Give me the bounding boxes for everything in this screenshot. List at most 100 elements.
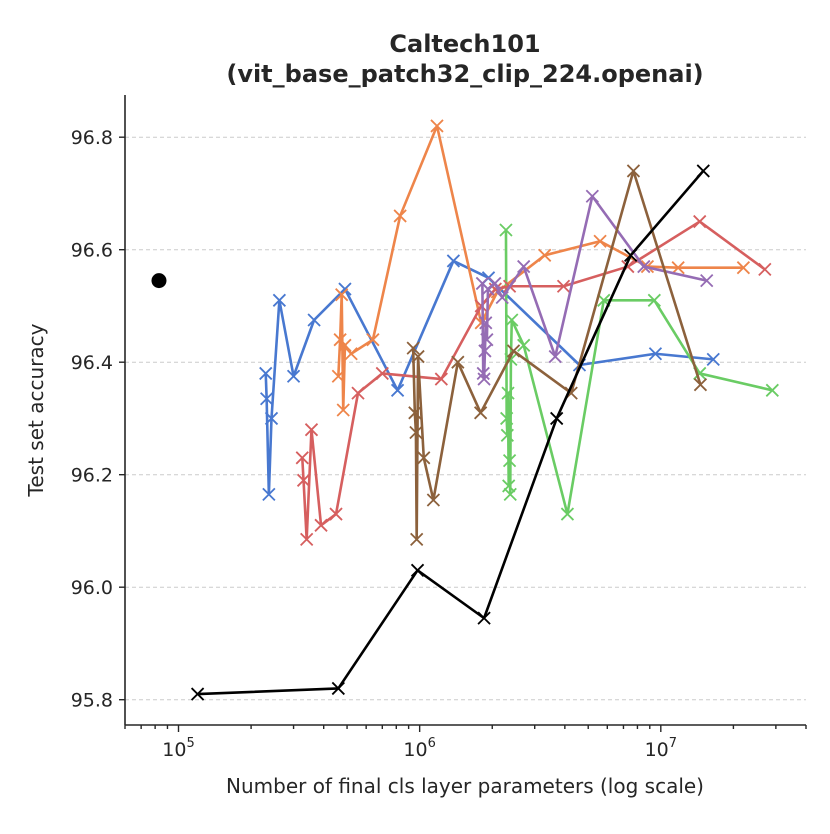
data-point-marker — [758, 262, 772, 277]
x-ticks: 105 106 107 — [124, 725, 807, 761]
data-point-marker — [446, 254, 461, 268]
data-point-marker — [307, 313, 321, 327]
x-tick-label: 105 — [162, 736, 194, 761]
y-tick-label: 96.8 — [71, 127, 113, 149]
data-point-marker — [585, 189, 599, 203]
data-point-marker — [338, 338, 352, 352]
series-3 — [499, 223, 779, 521]
data-point-marker — [417, 451, 431, 465]
data-point-marker — [409, 425, 423, 440]
data-point-marker — [434, 372, 448, 386]
data-point-marker — [366, 333, 380, 347]
data-point-marker — [406, 341, 420, 355]
data-point-marker — [314, 518, 328, 532]
data-point-marker — [548, 349, 562, 364]
x-tick-label: 107 — [645, 736, 677, 761]
data-point-marker — [478, 344, 492, 358]
data-point-marker — [474, 299, 488, 313]
data-point-marker — [473, 406, 488, 420]
data-point-marker — [538, 248, 552, 262]
data-point-marker — [517, 338, 531, 352]
data-point-marker — [696, 164, 710, 178]
data-point-marker — [300, 532, 314, 547]
series-layer — [151, 119, 779, 701]
series-6 — [406, 164, 708, 547]
data-point-marker — [272, 293, 287, 307]
data-point-marker — [411, 349, 425, 364]
data-point-marker — [295, 451, 309, 465]
data-point-marker — [410, 563, 425, 577]
data-point-marker — [393, 209, 407, 223]
data-point-marker — [593, 234, 607, 248]
data-point-marker — [556, 279, 571, 293]
data-point-marker — [506, 344, 521, 358]
series-line — [300, 220, 766, 541]
data-point-marker — [637, 259, 651, 274]
data-point-marker — [190, 687, 205, 701]
x-tick-label: 106 — [403, 736, 435, 761]
data-point-marker — [260, 392, 274, 406]
chart-title-line2: (vit_base_patch32_clip_224.openai) — [226, 60, 703, 88]
data-point-marker — [517, 259, 531, 274]
data-point-marker — [503, 487, 517, 502]
data-point-marker — [351, 386, 365, 400]
data-point-marker — [505, 313, 519, 327]
data-point-marker — [430, 119, 444, 133]
data-point-marker — [259, 366, 273, 381]
series-2 — [331, 119, 751, 417]
data-point-marker — [706, 352, 720, 367]
data-point-marker — [501, 386, 515, 400]
data-point-marker — [262, 487, 276, 502]
data-point-marker — [344, 347, 358, 361]
data-point-marker — [495, 290, 509, 305]
data-point-marker — [304, 423, 319, 437]
data-point-marker — [408, 406, 422, 420]
data-point-marker — [693, 378, 708, 392]
data-point-marker — [410, 532, 424, 547]
data-point-marker — [500, 428, 514, 442]
data-point-marker — [480, 333, 494, 347]
data-point-marker — [500, 411, 514, 426]
series-5 — [475, 189, 714, 386]
grid-lines — [125, 136, 806, 701]
data-point-marker — [499, 223, 513, 237]
data-point-marker — [736, 261, 751, 275]
data-point-marker — [451, 355, 465, 369]
series-1 — [259, 254, 720, 502]
reference-point — [151, 273, 167, 289]
data-point-marker — [550, 411, 564, 426]
data-point-marker — [765, 383, 779, 397]
data-point-marker — [476, 366, 490, 381]
data-point-marker — [329, 507, 343, 521]
data-point-marker — [331, 681, 345, 696]
data-point-marker — [648, 347, 663, 361]
data-point-marker — [477, 372, 491, 386]
data-point-marker — [479, 316, 493, 330]
data-point-marker — [477, 611, 491, 625]
y-tick-label: 96.4 — [71, 352, 113, 374]
data-point-marker — [335, 288, 349, 302]
data-point-marker — [296, 473, 311, 487]
series-line — [337, 124, 744, 412]
series-7 — [190, 164, 710, 701]
data-point-marker — [375, 366, 389, 381]
data-point-marker — [626, 164, 641, 178]
data-point-marker — [390, 383, 405, 397]
y-axis-label: Test set accuracy — [24, 323, 48, 497]
y-ticks: 95.8 96.0 96.2 96.4 96.6 96.8 — [71, 127, 125, 712]
axes — [124, 95, 806, 726]
data-point-marker — [700, 273, 714, 288]
data-point-marker — [671, 261, 685, 275]
data-point-marker — [647, 293, 661, 307]
data-point-marker — [693, 214, 707, 229]
x-axis-label: Number of final cls layer parameters (lo… — [226, 774, 704, 798]
data-point-marker — [502, 453, 517, 468]
data-point-marker — [286, 369, 301, 383]
y-tick-label: 96.0 — [71, 577, 113, 599]
data-point-marker — [426, 493, 441, 507]
y-tick-label: 96.6 — [71, 240, 113, 262]
data-point-marker — [488, 276, 502, 291]
data-point-marker — [264, 411, 279, 426]
